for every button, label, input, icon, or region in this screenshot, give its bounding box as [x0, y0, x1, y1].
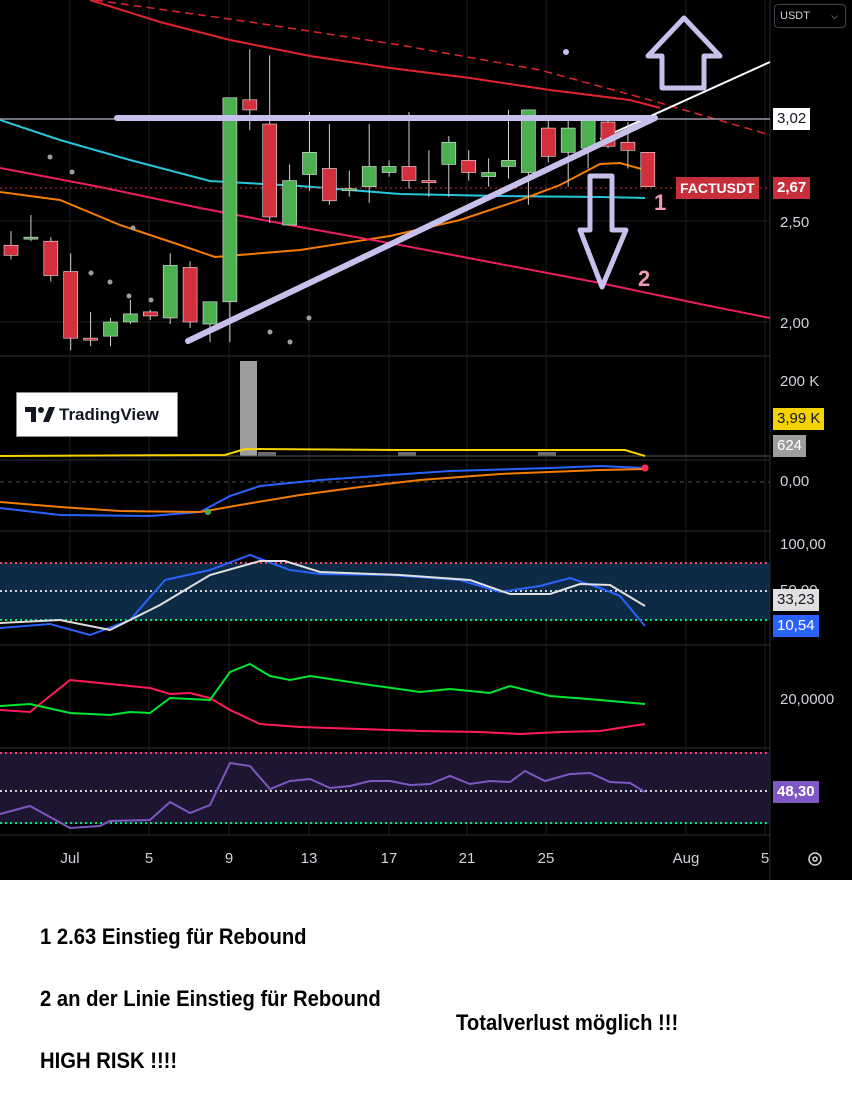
tradingview-mark-icon [25, 406, 55, 422]
chart-area[interactable]: 1 2 [0, 0, 852, 880]
ma-red-dashed [94, 0, 771, 136]
candle-bull [560, 127, 576, 153]
y-tick: 20,0000 [780, 691, 834, 708]
price-axis[interactable]: 2,50 2,00 200 K 0,00 100,00 50,00 20,000… [780, 214, 834, 708]
rsi2-badge: 48,30 [773, 781, 819, 803]
dmi-pane [0, 662, 646, 736]
ma-cyan [0, 119, 646, 199]
y-tick: 2,50 [780, 214, 809, 231]
ma-orange [0, 161, 646, 259]
volume-pane [0, 361, 770, 457]
candle-bull [103, 321, 118, 337]
time-axis[interactable]: Jul 5 9 13 17 21 25 Aug 5 [60, 850, 769, 867]
candle-bear [63, 271, 79, 339]
candle-bear [242, 99, 258, 111]
candle-bull [521, 109, 536, 173]
y-tick: 100,00 [780, 536, 826, 553]
annotation-layer: 1 2 [114, 15, 723, 344]
trendline-white [599, 61, 771, 140]
rsi-ma-badge: 33,23 [773, 589, 819, 611]
volume-ma-badge: 3,99 K [773, 408, 825, 430]
candle-bear [3, 244, 19, 256]
candle-bull [302, 152, 317, 175]
last-price-badge: 2,67 [773, 177, 811, 199]
rsi-pane [0, 553, 770, 637]
candle-bear [401, 166, 417, 181]
x-tick: 9 [225, 850, 233, 867]
settings-icon[interactable] [805, 849, 825, 869]
candle-bull [162, 265, 178, 319]
rsi-badge: 10,54 [773, 615, 819, 637]
candle-bull [361, 166, 377, 187]
price-marker-badge: 3,02 [773, 108, 811, 130]
x-tick: 17 [381, 850, 398, 867]
candle-bear [461, 160, 477, 173]
currency-select-value: USDT [780, 10, 810, 22]
x-tick: Jul [60, 850, 79, 867]
candle-bear [322, 168, 337, 202]
x-tick: Aug [673, 850, 700, 867]
y-tick: 0,00 [780, 473, 809, 490]
annotation-ascending [185, 115, 658, 344]
chevron-down-icon: ⌵ [831, 11, 838, 21]
ma-pink [0, 167, 771, 319]
sar-dots [47, 49, 569, 345]
price-chart[interactable]: 1 2 [0, 0, 852, 880]
arrow-up-icon [645, 15, 723, 91]
arrow-down-icon-1 [577, 173, 629, 290]
x-tick: 21 [459, 850, 476, 867]
candle-bear [83, 337, 98, 341]
candle-bear [620, 141, 636, 151]
symbol-badge: FACTUSDT [676, 177, 759, 199]
note-line-3: HIGH RISK !!!! [40, 1048, 178, 1073]
candle-bull [501, 160, 516, 167]
candle-bull [481, 172, 496, 177]
y-tick: 2,00 [780, 315, 809, 332]
macd-pane [0, 464, 770, 518]
candle-bear [143, 311, 158, 317]
candle-series [3, 49, 656, 351]
candle-bear [421, 180, 437, 183]
tradingview-wordmark: TradingView [59, 404, 159, 424]
tradingview-logo: TradingView [16, 392, 178, 437]
candle-bear [262, 123, 278, 218]
candle-bull [441, 141, 457, 165]
candle-bull [23, 236, 39, 240]
candle-bull [202, 301, 218, 325]
x-tick: 5 [761, 850, 769, 867]
note-line-2: 2 an der Linie Einstieg für Rebound [40, 986, 381, 1011]
annotation-label-1: 1 [654, 190, 666, 215]
x-tick: 25 [538, 850, 555, 867]
ma-red [89, 0, 661, 109]
candle-bull [580, 119, 596, 149]
candle-bull [282, 180, 297, 226]
candle-bull [381, 166, 397, 173]
annotation-label-2: 2 [638, 266, 650, 291]
note-warning: Totalverlust möglich !!! [456, 1010, 679, 1035]
y-tick: 200 K [780, 373, 819, 390]
candle-bear [640, 152, 656, 187]
candle-bear [540, 127, 556, 157]
currency-select[interactable]: USDT ⌵ [774, 4, 846, 28]
pane-layer [0, 0, 771, 880]
candle-bear [43, 240, 59, 276]
volume-badge: 624 [773, 435, 807, 457]
note-line-1: 1 2.63 Einstieg für Rebound [40, 924, 307, 949]
rsi2-pane [0, 752, 770, 830]
candle-bull [222, 97, 238, 303]
candle-bear [182, 267, 198, 323]
x-tick: 5 [145, 850, 153, 867]
candle-bull [341, 188, 357, 191]
candle-bull [123, 313, 138, 323]
x-tick: 13 [301, 850, 318, 867]
